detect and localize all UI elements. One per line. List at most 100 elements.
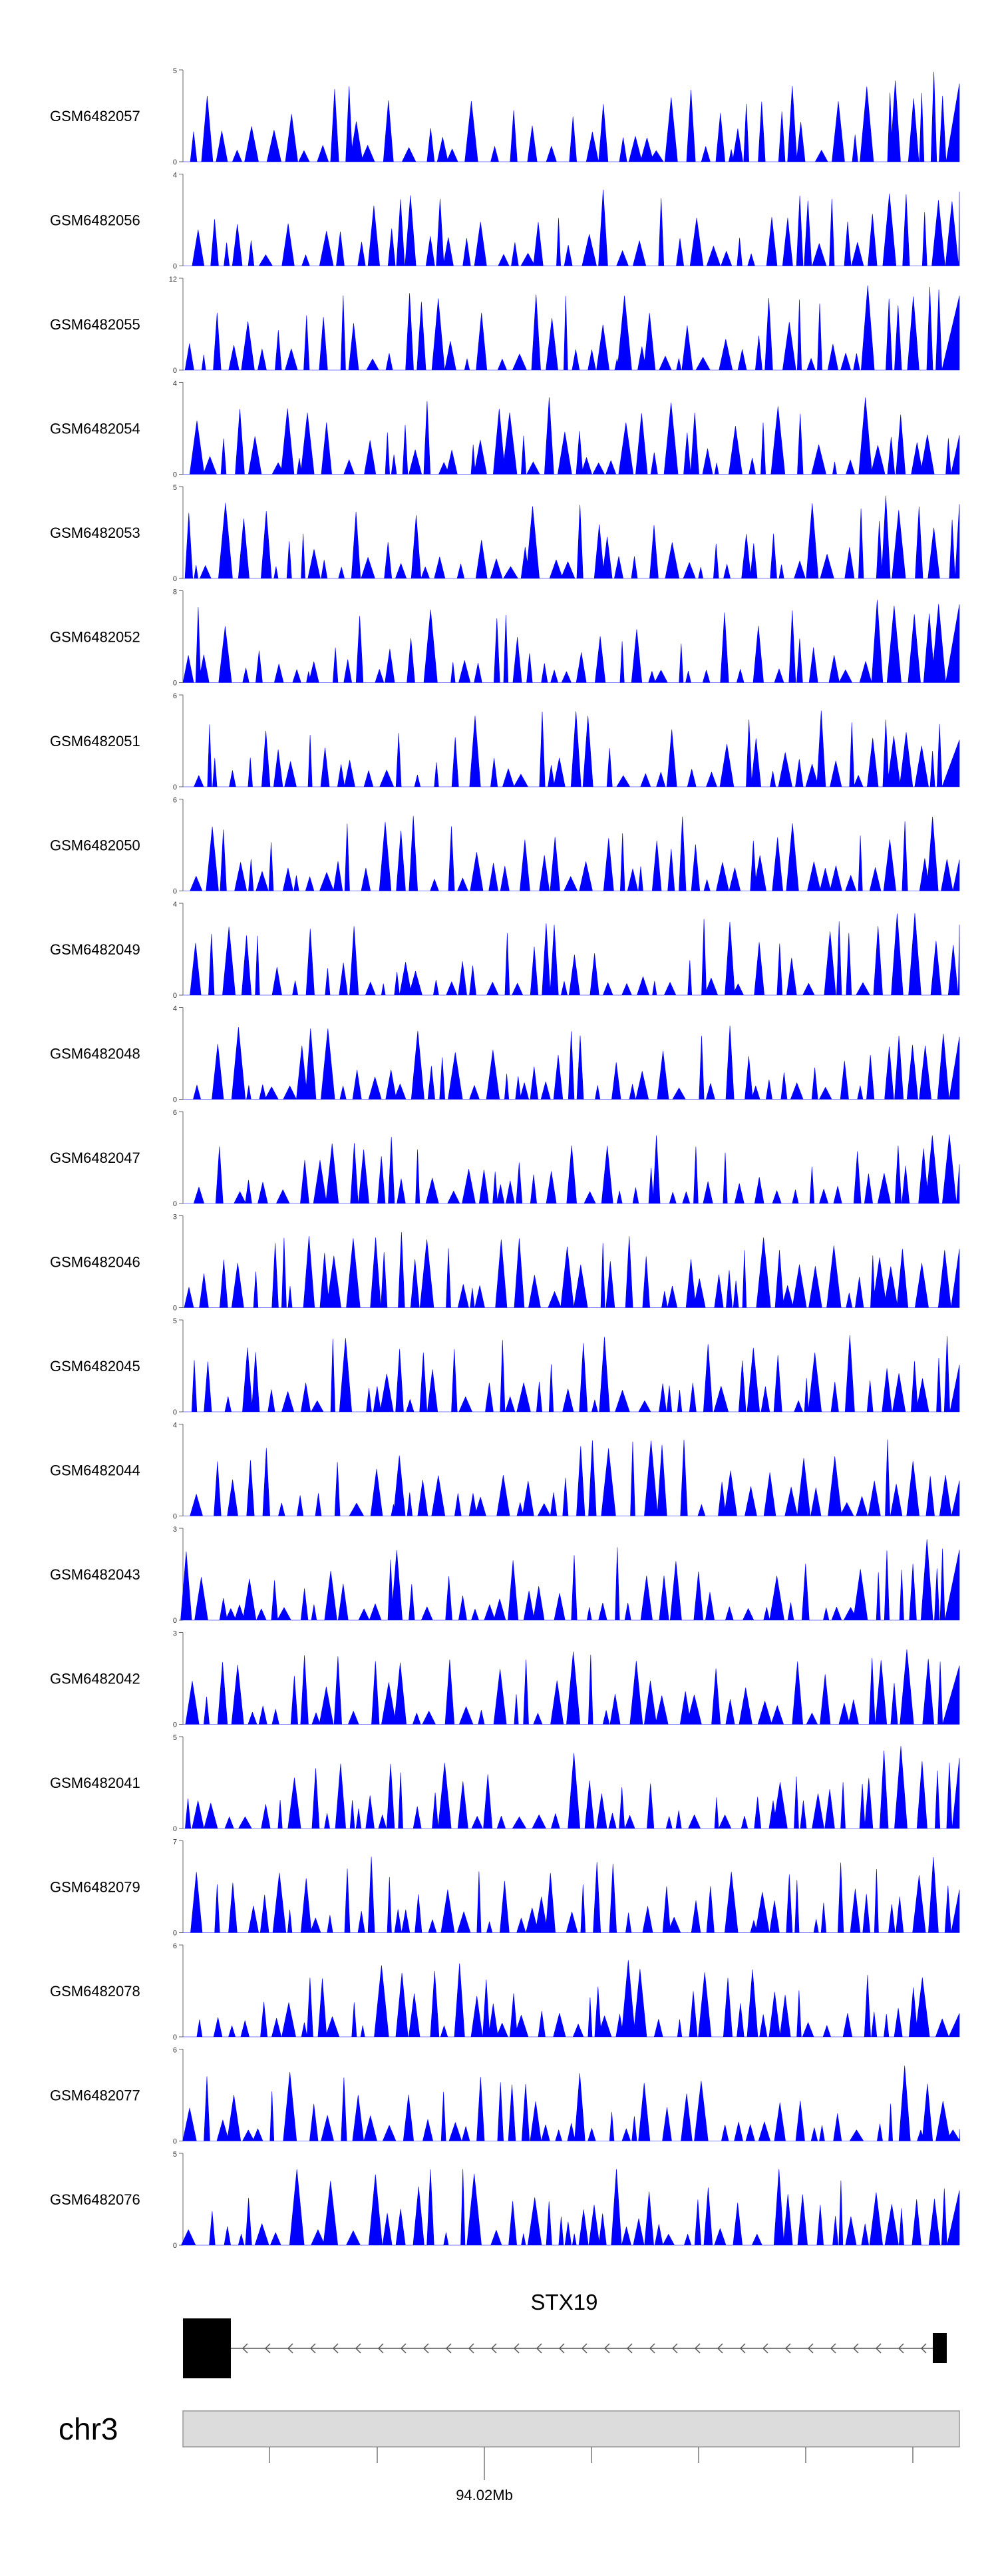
coverage-area: [182, 1856, 960, 1933]
y-max-label: 3: [173, 1630, 177, 1638]
y-min-label: 0: [173, 1825, 177, 1833]
track-gsm6482050: GSM6482050 6 0: [50, 797, 960, 896]
track-label: GSM6482047: [50, 1150, 140, 1166]
coverage-area: [182, 397, 960, 475]
track-gsm6482041: GSM6482041 5 0: [50, 1734, 960, 1833]
coverage-area: [182, 1231, 960, 1308]
track-gsm6482078: GSM6482078 6 0: [50, 1942, 960, 2041]
y-min-label: 0: [173, 1617, 177, 1625]
y-min-label: 0: [173, 1408, 177, 1416]
track-gsm6482057: GSM6482057 5 0: [50, 67, 960, 166]
coverage-area: [182, 1649, 960, 1725]
track-gsm6482055: GSM6482055 12 0: [50, 276, 960, 375]
y-min-label: 0: [173, 2034, 177, 2041]
strand-arrow: [898, 2343, 904, 2354]
y-min-label: 0: [173, 1200, 177, 1208]
strand-arrow: [558, 2343, 565, 2354]
track-gsm6482048: GSM6482048 4 0: [50, 1005, 960, 1104]
y-max-label: 6: [173, 797, 177, 805]
track-label: GSM6482079: [50, 1879, 140, 1896]
strand-arrow: [649, 2343, 655, 2354]
strand-arrow: [875, 2343, 882, 2354]
gene-track: STX19: [183, 2290, 947, 2378]
strand-arrow: [536, 2343, 542, 2354]
y-max-label: 5: [173, 1317, 177, 1325]
track-gsm6482056: GSM6482056 4 0: [50, 172, 960, 271]
strand-arrow: [830, 2343, 836, 2354]
coverage-tracks: GSM648205750GSM648205640GSM6482055120GSM…: [50, 67, 960, 2250]
strand-arrow: [603, 2343, 610, 2354]
coverage-area: [182, 600, 960, 683]
track-gsm6482052: GSM6482052 8 0: [50, 588, 960, 688]
y-min-label: 0: [173, 888, 177, 896]
y-min-label: 0: [173, 1096, 177, 1104]
y-max-label: 5: [173, 67, 177, 75]
strand-arrow: [490, 2343, 497, 2354]
track-label: GSM6482045: [50, 1358, 140, 1375]
y-min-label: 0: [173, 1930, 177, 1938]
y-max-label: 4: [173, 1422, 177, 1430]
strand-arrows: [242, 2343, 927, 2354]
y-min-label: 0: [173, 263, 177, 271]
gene-exon-left: [183, 2318, 231, 2378]
y-min-label: 0: [173, 680, 177, 688]
strand-arrow: [762, 2343, 768, 2354]
track-gsm6482042: GSM6482042 3 0: [50, 1630, 960, 1729]
y-min-label: 0: [173, 575, 177, 583]
track-label: GSM6482050: [50, 837, 140, 854]
y-max-label: 5: [173, 1734, 177, 1742]
y-max-label: 6: [173, 1109, 177, 1117]
track-label: GSM6482043: [50, 1566, 140, 1583]
y-max-label: 5: [173, 2151, 177, 2159]
coverage-area: [182, 1960, 960, 2038]
y-max-label: 4: [173, 172, 177, 180]
coverage-area: [182, 815, 960, 891]
strand-arrow: [739, 2343, 746, 2354]
track-gsm6482051: GSM6482051 6 0: [50, 692, 960, 791]
strand-arrow: [784, 2343, 791, 2354]
y-min-label: 0: [173, 471, 177, 479]
chromosome-axis: chr3 94.02Mb: [59, 2410, 960, 2503]
y-min-label: 0: [173, 992, 177, 1000]
strand-arrow: [287, 2343, 293, 2354]
track-label: GSM6482055: [50, 316, 140, 333]
strand-arrow: [377, 2343, 384, 2354]
y-min-label: 0: [173, 2242, 177, 2250]
coverage-area: [182, 2065, 960, 2141]
strand-arrow: [717, 2343, 723, 2354]
gene-label: STX19: [531, 2290, 598, 2314]
gene-exon-right: [933, 2333, 947, 2363]
strand-arrow: [468, 2343, 474, 2354]
y-max-label: 3: [173, 1526, 177, 1534]
coverage-area: [182, 1335, 960, 1412]
strand-arrow: [513, 2343, 520, 2354]
coverage-area: [182, 1439, 960, 1516]
track-label: GSM6482042: [50, 1671, 140, 1687]
strand-arrow: [920, 2343, 927, 2354]
coverage-area: [182, 285, 960, 371]
track-gsm6482053: GSM6482053 5 0: [50, 484, 960, 583]
track-gsm6482043: GSM6482043 3 0: [50, 1526, 960, 1625]
strand-arrow: [694, 2343, 701, 2354]
y-max-label: 6: [173, 1942, 177, 1950]
strand-arrow: [309, 2343, 316, 2354]
axis-ticks: [269, 2447, 914, 2480]
coverage-area: [182, 71, 960, 162]
y-min-label: 0: [173, 1721, 177, 1729]
y-max-label: 4: [173, 380, 177, 388]
y-max-label: 5: [173, 484, 177, 492]
strand-arrow: [626, 2343, 633, 2354]
y-min-label: 0: [173, 1305, 177, 1313]
axis-position-label: 94.02Mb: [456, 2487, 513, 2503]
chromosome-label: chr3: [59, 2412, 118, 2446]
track-label: GSM6482076: [50, 2191, 140, 2208]
track-label: GSM6482049: [50, 941, 140, 958]
coverage-area: [181, 2169, 960, 2246]
y-min-label: 0: [173, 158, 177, 166]
strand-arrow: [422, 2343, 429, 2354]
y-max-label: 6: [173, 692, 177, 700]
track-gsm6482049: GSM6482049 4 0: [50, 901, 960, 1000]
strand-arrow: [355, 2343, 361, 2354]
track-label: GSM6482077: [50, 2087, 140, 2104]
track-gsm6482045: GSM6482045 5 0: [50, 1317, 960, 1416]
